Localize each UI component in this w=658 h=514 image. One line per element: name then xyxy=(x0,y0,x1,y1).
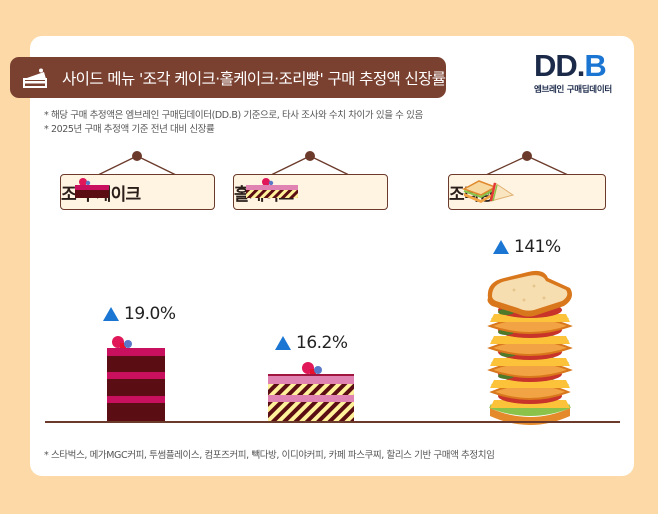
bar-sandwich-stack xyxy=(487,270,573,425)
note-basis: * 2025년 구매 추정액 기준 전년 대비 신장률 xyxy=(44,124,215,135)
category-sign-sandwich: 조리빵 xyxy=(448,148,606,218)
logo-mark: DD.B xyxy=(534,48,607,83)
category-sign-whole-cake: 홀케이크 xyxy=(233,148,388,218)
value-label-slice-cake: 19.0% xyxy=(103,304,176,324)
logo-subtitle: 엠브레인 구매딥데이터 xyxy=(534,85,612,95)
bar-whole-cake xyxy=(268,362,354,422)
up-triangle-icon xyxy=(493,240,509,254)
ddb-logo: DD.B 엠브레인 구매딥데이터 xyxy=(534,48,624,95)
chart-title-bar: 사이드 메뉴 '조각 케이크·홀케이크·조리빵' 구매 추정액 신장률 xyxy=(10,57,446,98)
hanger-string-icon xyxy=(270,151,350,176)
up-triangle-icon xyxy=(103,307,119,321)
note-source: * 해당 구매 추정액은 엠브레인 구매딥데이터(DD.B) 기준으로, 타사 … xyxy=(44,110,423,121)
value-label-sandwich: 141% xyxy=(493,237,561,257)
bar-slice-cake xyxy=(107,336,165,422)
chart-title: 사이드 메뉴 '조각 케이크·홀케이크·조리빵' 구매 추정액 신장률 xyxy=(62,69,446,88)
whole-cake-icon xyxy=(246,178,298,198)
cake-slice-icon xyxy=(23,68,47,88)
category-sign-slice-cake: 조각 케이크 xyxy=(60,148,215,218)
chart-baseline xyxy=(45,421,620,423)
up-triangle-icon xyxy=(275,336,291,350)
footnote-brands: * 스타벅스, 메가MGC커피, 투썸플레이스, 컴포즈커피, 빽다방, 이디야… xyxy=(44,450,495,461)
sandwich-icon xyxy=(462,180,515,203)
value-label-whole-cake: 16.2% xyxy=(275,333,348,353)
cake-slice-icon xyxy=(75,178,109,198)
hanger-string-icon xyxy=(97,151,177,176)
hanger-string-icon xyxy=(485,151,569,176)
sandwich-layer xyxy=(489,383,571,425)
